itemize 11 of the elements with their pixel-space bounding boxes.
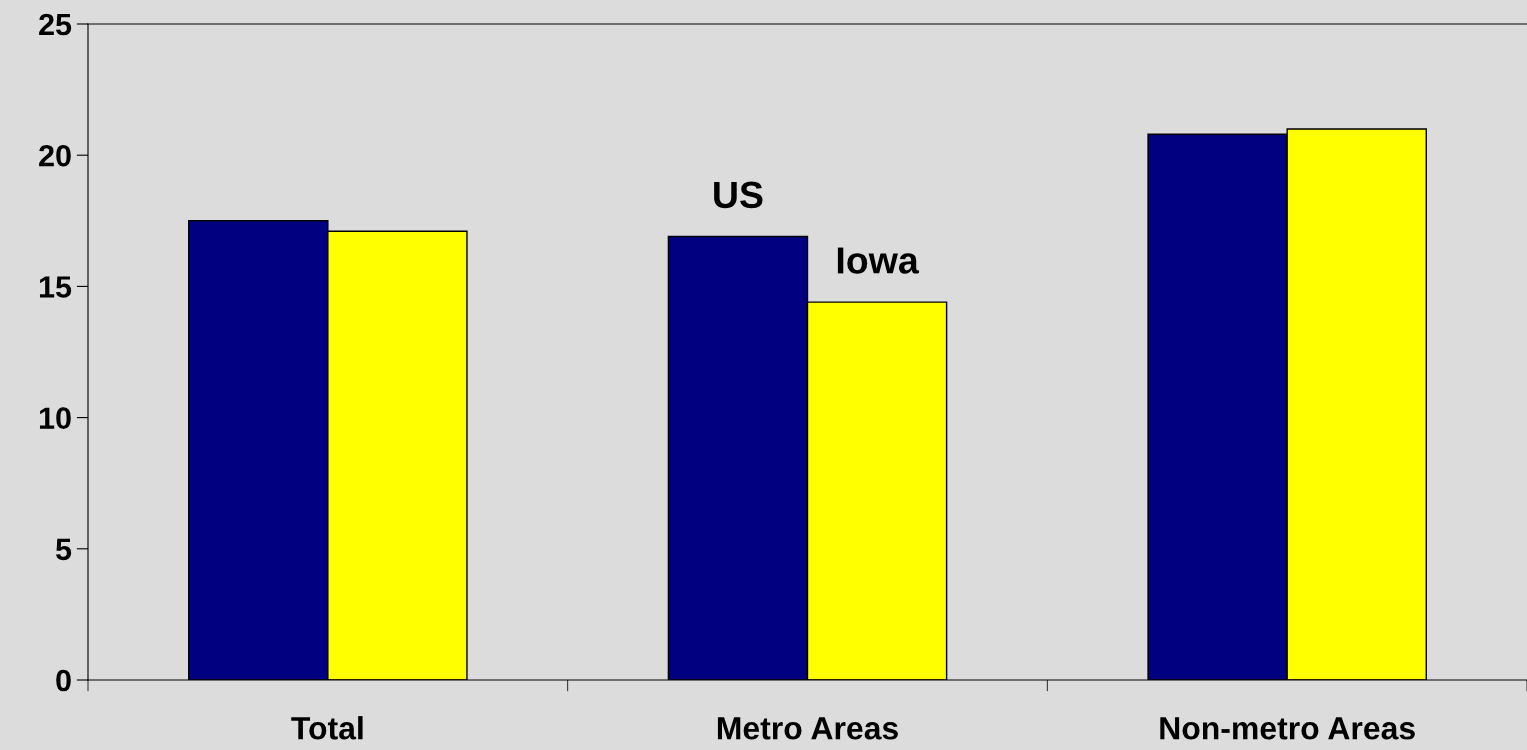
x-tick-label: Metro Areas bbox=[717, 717, 898, 740]
series-label: Iowa bbox=[837, 247, 919, 274]
y-tick-label: 20 bbox=[39, 144, 71, 167]
y-tick-label: 5 bbox=[55, 538, 72, 561]
y-tick-label: 0 bbox=[56, 669, 71, 692]
series-label: US bbox=[714, 181, 763, 209]
x-tick-label: Non-metro Areas bbox=[1160, 717, 1415, 740]
y-tick-label: 25 bbox=[39, 13, 72, 36]
y-tick-label: 10 bbox=[39, 407, 71, 429]
x-tick-label: Total bbox=[291, 716, 363, 740]
y-tick-label: 15 bbox=[39, 276, 72, 298]
